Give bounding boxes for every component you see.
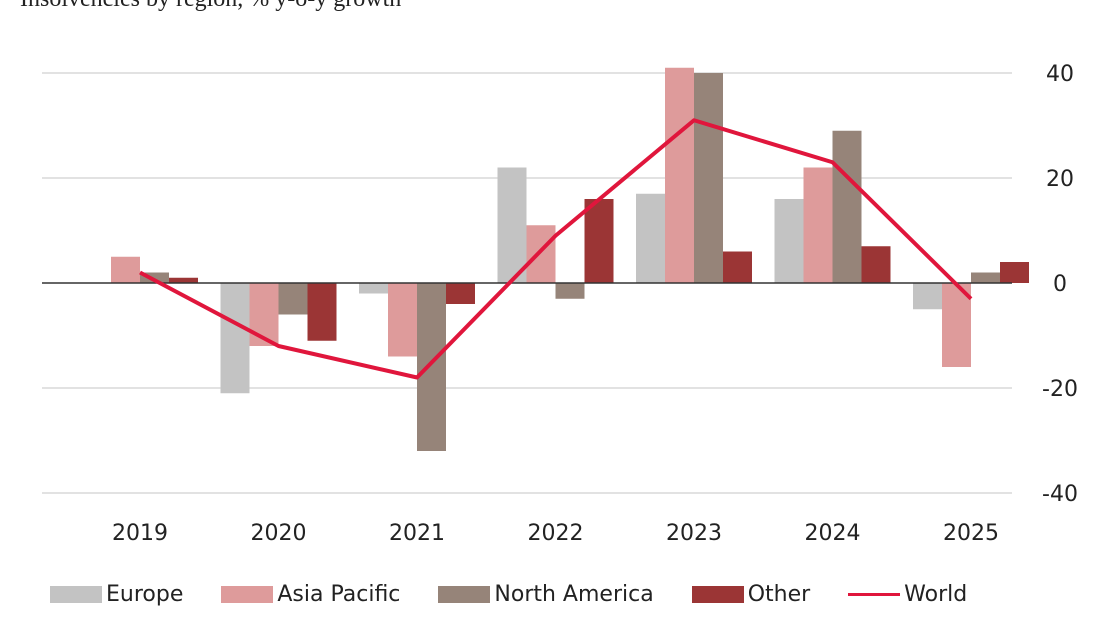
legend-item-north-america: North America xyxy=(438,582,654,607)
legend-item-world: World xyxy=(848,582,967,607)
bar-north-america-2022 xyxy=(555,283,585,299)
x-tick-label: 2019 xyxy=(112,521,168,546)
y-tick-label: 40 xyxy=(1046,62,1074,87)
bar-north-america-2024 xyxy=(832,130,862,283)
bar-other-2024 xyxy=(861,246,891,283)
bar-asia-pacific-2020 xyxy=(249,283,279,346)
bar-other-2021 xyxy=(446,283,475,304)
x-tick-labels: 2019 2020 2021 2022 2023 2024 2025 xyxy=(112,521,999,546)
bar-other-2019 xyxy=(169,277,198,283)
y-tick-label: -40 xyxy=(1042,482,1078,507)
chart-title: Insolvencies by region, % y-o-y growth xyxy=(20,0,401,13)
bar-north-america-2025 xyxy=(971,272,1000,283)
bar-europe-2023 xyxy=(636,193,665,283)
legend-swatch-other xyxy=(691,586,744,603)
bar-north-america-2023 xyxy=(694,73,723,283)
legend-label-north-america: North America xyxy=(494,582,654,607)
legend-swatch-europe xyxy=(50,586,102,603)
bar-asia-pacific-2025 xyxy=(942,283,971,367)
y-tick-labels: 40 20 0 -20 -40 xyxy=(1042,62,1078,507)
bar-other-2022 xyxy=(584,199,614,283)
bars xyxy=(111,67,1029,451)
legend: Europe Asia Pacific North America Other … xyxy=(50,582,1090,607)
bar-europe-2024 xyxy=(774,199,804,283)
legend-label-world: World xyxy=(904,582,968,607)
legend-label-asia-pacific: Asia Pacific xyxy=(277,582,401,607)
bar-europe-2025 xyxy=(913,283,942,310)
bar-asia-pacific-2022 xyxy=(526,225,556,283)
world-line xyxy=(139,118,973,380)
x-tick-label: 2024 xyxy=(805,521,861,546)
legend-item-other: Other xyxy=(691,582,811,607)
legend-swatch-north-america xyxy=(438,586,491,603)
bar-other-2023 xyxy=(723,251,752,283)
x-tick-label: 2022 xyxy=(528,521,584,546)
bar-europe-2022 xyxy=(497,167,527,283)
y-tick-label: 0 xyxy=(1053,272,1067,297)
line-world xyxy=(139,118,973,380)
bar-asia-pacific-2024 xyxy=(803,167,833,283)
legend-label-other: Other xyxy=(747,582,811,607)
y-tick-label: 20 xyxy=(1046,167,1074,192)
bar-asia-pacific-2019 xyxy=(111,256,140,283)
bar-asia-pacific-2023 xyxy=(665,67,694,283)
x-tick-label: 2021 xyxy=(389,521,445,546)
bar-europe-2020 xyxy=(220,283,250,394)
bar-north-america-2020 xyxy=(278,283,308,315)
bar-other-2020 xyxy=(307,283,337,341)
chart-svg: 40 20 0 -20 -40 2019 2020 2021 2022 2023 2024 2025 xyxy=(42,62,1078,546)
legend-label-europe: Europe xyxy=(106,582,184,607)
legend-item-europe: Europe xyxy=(50,582,183,607)
x-tick-label: 2023 xyxy=(666,521,722,546)
bar-other-2025 xyxy=(1000,262,1029,283)
legend-swatch-asia-pacific xyxy=(221,586,274,603)
y-tick-label: -20 xyxy=(1042,377,1078,402)
bar-asia-pacific-2021 xyxy=(388,283,417,357)
x-tick-label: 2020 xyxy=(251,521,307,546)
legend-swatch-world xyxy=(848,593,901,596)
legend-item-asia-pacific: Asia Pacific xyxy=(221,582,400,607)
bar-europe-2021 xyxy=(359,283,388,294)
x-tick-label: 2025 xyxy=(943,521,999,546)
bar-north-america-2019 xyxy=(140,272,169,283)
gridlines xyxy=(42,72,1012,494)
bar-north-america-2021 xyxy=(417,283,446,451)
